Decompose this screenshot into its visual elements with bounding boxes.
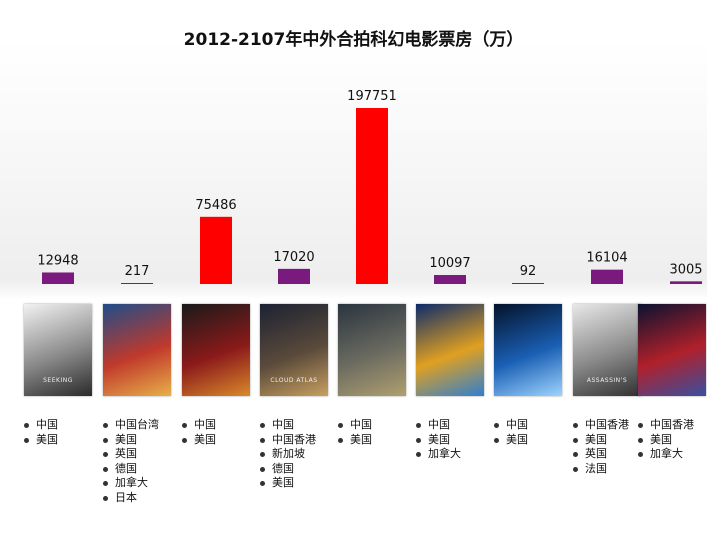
country-list-6: 中国 美国 加拿大: [414, 418, 461, 462]
bar-9: [670, 281, 702, 284]
country-item: 英国: [101, 447, 159, 462]
poster-title-8: ASSASSIN'S: [586, 377, 628, 384]
country-item: 中国香港: [571, 418, 629, 433]
poster-title-4: CLOUD ATLAS: [270, 377, 318, 384]
bar-5: [356, 108, 388, 284]
country-item: 美国: [336, 433, 372, 448]
country-item: 法国: [571, 462, 629, 477]
country-item: 美国: [22, 433, 58, 448]
country-item: 德国: [258, 462, 316, 477]
bar-chart: 12948 217 75486 17020 197751 10097 92 16104 3005: [37, 89, 703, 284]
country-item: 中国台湾: [101, 418, 159, 433]
poster-3: [182, 304, 250, 396]
bar-8: [591, 269, 623, 284]
bar-value-label-2: 217: [125, 264, 150, 279]
country-list-3: 中国 美国: [180, 418, 216, 447]
country-item: 加拿大: [636, 447, 694, 462]
bar-value-label-3: 75486: [195, 198, 236, 213]
bar-value-label-1: 12948: [37, 253, 78, 268]
country-item: 中国: [492, 418, 528, 433]
bar-value-label-4: 17020: [273, 250, 314, 265]
country-item: 美国: [258, 476, 316, 491]
country-item: 中国: [336, 418, 372, 433]
country-item: 中国: [414, 418, 461, 433]
poster-7: [494, 304, 562, 396]
poster-9: [638, 304, 706, 396]
country-item: 日本: [101, 491, 159, 506]
poster-6: [416, 304, 484, 396]
country-item: 德国: [101, 462, 159, 477]
poster-8: ASSASSIN'S: [573, 304, 641, 396]
poster-1: SEEKING: [24, 304, 92, 396]
poster-5: [338, 304, 406, 396]
country-list-1: 中国 美国: [22, 418, 58, 447]
country-list-2: 中国台湾 美国 英国 德国 加拿大 日本: [101, 418, 159, 505]
country-item: 中国香港: [636, 418, 694, 433]
country-item: 中国: [180, 418, 216, 433]
country-item: 中国: [258, 418, 316, 433]
country-item: 美国: [101, 433, 159, 448]
bar-value-label-6: 10097: [429, 256, 470, 271]
country-item: 美国: [180, 433, 216, 448]
country-item: 中国: [22, 418, 58, 433]
bar-7: [512, 283, 544, 284]
country-item: 新加坡: [258, 447, 316, 462]
country-item: 美国: [414, 433, 461, 448]
country-item: 加拿大: [101, 476, 159, 491]
country-item: 美国: [492, 433, 528, 448]
bar-2: [121, 283, 153, 284]
bar-3: [200, 216, 232, 284]
bar-value-label-8: 16104: [586, 251, 627, 266]
bar-4: [278, 268, 310, 284]
bar-1: [42, 272, 74, 284]
country-item: 加拿大: [414, 447, 461, 462]
bar-value-label-5: 197751: [347, 89, 397, 104]
bar-value-label-9: 3005: [669, 262, 702, 277]
country-list-4: 中国 中国香港 新加坡 德国 美国: [258, 418, 316, 491]
bar-6: [434, 275, 466, 284]
country-list-9: 中国香港 美国 加拿大: [636, 418, 694, 462]
poster-2: [103, 304, 171, 396]
poster-title-1: SEEKING: [43, 377, 73, 384]
country-list-8: 中国香港 美国 英国 法国: [571, 418, 629, 476]
country-list-5: 中国 美国: [336, 418, 372, 447]
country-item: 美国: [571, 433, 629, 448]
chart-title: 2012-2107年中外合拍科幻电影票房（万）: [183, 30, 524, 50]
country-list-7: 中国 美国: [492, 418, 528, 447]
bar-value-label-7: 92: [520, 264, 537, 279]
poster-4: CLOUD ATLAS: [260, 304, 328, 396]
country-item: 英国: [571, 447, 629, 462]
country-item: 中国香港: [258, 433, 316, 448]
country-item: 美国: [636, 433, 694, 448]
